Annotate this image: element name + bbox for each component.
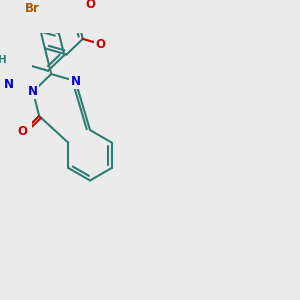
Text: N: N (28, 85, 38, 98)
Text: O: O (86, 0, 96, 11)
Text: O: O (96, 38, 106, 51)
Text: O: O (18, 125, 28, 138)
Text: N: N (70, 75, 80, 88)
Text: Br: Br (25, 2, 40, 15)
Text: H: H (0, 55, 7, 65)
Text: N: N (4, 78, 14, 91)
